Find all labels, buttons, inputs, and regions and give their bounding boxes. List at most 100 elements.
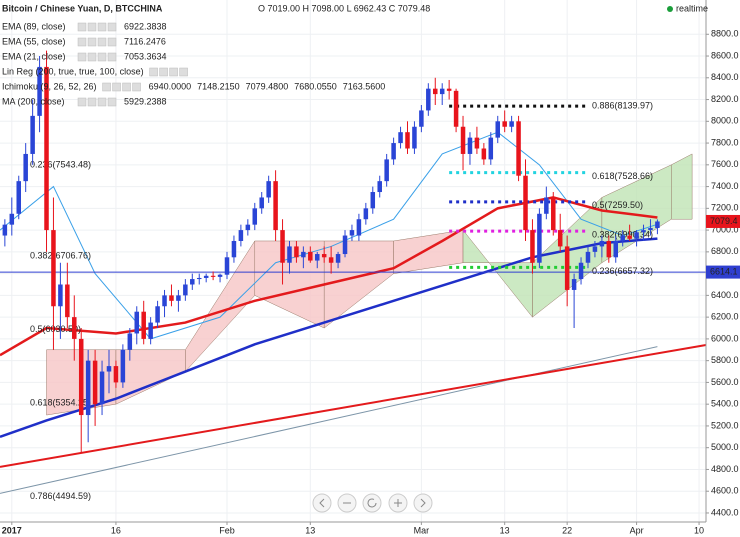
fib-label: 0.236(7543.48) xyxy=(30,159,91,169)
candle-body xyxy=(502,121,507,127)
candle-body xyxy=(190,279,195,285)
indicator-icon xyxy=(179,67,188,77)
y-tick-label: 8000.0 xyxy=(711,116,739,126)
candle-body xyxy=(439,88,445,95)
y-tick-label: 4400.0 xyxy=(711,507,739,517)
candle-body xyxy=(30,115,35,154)
indicator-line xyxy=(0,237,658,438)
candle-body xyxy=(516,121,521,176)
cloud-segment xyxy=(671,153,693,220)
y-tick-label: 5600.0 xyxy=(711,377,739,387)
candle-body xyxy=(155,306,160,323)
candle-body xyxy=(120,349,126,383)
candle-body xyxy=(273,181,278,231)
indicator-icon xyxy=(159,67,168,77)
candle-body xyxy=(106,366,112,372)
candle-body xyxy=(162,295,167,307)
fib-label: 0.618(7528.66) xyxy=(592,171,653,181)
candle-body xyxy=(141,311,146,339)
indicator-value: 7079.4800 xyxy=(246,81,289,91)
indicator-line xyxy=(0,346,658,494)
candle-body xyxy=(245,224,251,231)
candle-body xyxy=(363,208,369,220)
candle-body xyxy=(453,90,459,127)
candle-body xyxy=(176,295,181,301)
x-tick-label: 2017 xyxy=(2,525,22,535)
candle-body xyxy=(488,137,494,160)
candle-body xyxy=(557,230,563,247)
candle-body xyxy=(231,240,237,258)
indicator-label: EMA (55, close) xyxy=(2,36,66,46)
y-tick-label: 7200.0 xyxy=(711,203,739,213)
indicator-value: 6940.0000 xyxy=(149,81,192,91)
candle-body xyxy=(58,284,63,307)
candle-body xyxy=(627,235,632,239)
candle-body xyxy=(328,257,334,263)
symbol: Bitcoin / Chinese Yuan, D, BTCCHINA xyxy=(2,3,163,13)
price-label-box xyxy=(706,214,740,228)
icon xyxy=(420,498,426,508)
candle-body xyxy=(169,295,174,301)
y-tick-label: 5000.0 xyxy=(711,442,739,452)
candle-body xyxy=(99,371,105,405)
icon xyxy=(319,498,325,508)
fib-label: 0.382(6706.76) xyxy=(30,250,91,260)
icon xyxy=(367,498,377,508)
scroll-right[interactable] xyxy=(413,493,433,513)
candle-body xyxy=(16,181,21,214)
candle-body xyxy=(641,230,646,233)
candle-body xyxy=(391,143,396,160)
candle-body xyxy=(210,275,216,277)
candle-body xyxy=(599,240,605,247)
indicator-label: MA (200, close) xyxy=(2,96,65,106)
indicator-value: 6922.3838 xyxy=(124,21,167,31)
fib-label: 0.786(4494.59) xyxy=(30,491,91,501)
candle-body xyxy=(530,230,535,263)
candle-body xyxy=(252,208,258,225)
indicator-icon xyxy=(112,82,121,92)
candle-body xyxy=(523,175,528,231)
reset[interactable] xyxy=(362,493,382,513)
candle-body xyxy=(280,230,285,263)
candle-body xyxy=(585,251,591,263)
candle-body xyxy=(356,219,362,236)
indicator-icon xyxy=(97,52,107,62)
y-tick-label: 4800.0 xyxy=(711,464,739,474)
candle-body xyxy=(349,230,355,236)
y-tick-label: 6200.0 xyxy=(711,312,739,322)
candle-body xyxy=(509,121,514,127)
fib-label: 0.5(6030.50) xyxy=(30,324,81,334)
indicator-icon xyxy=(169,67,178,77)
y-tick-label: 8400.0 xyxy=(711,72,739,82)
indicator-value: 7680.0550 xyxy=(294,81,337,91)
candle-body xyxy=(266,181,271,198)
candle-body xyxy=(433,88,438,95)
x-tick-label: 16 xyxy=(111,525,121,535)
indicator-label: Ichimoku (9, 26, 52, 26) xyxy=(2,81,97,91)
y-tick-label: 7600.0 xyxy=(711,159,739,169)
status-dot xyxy=(667,6,673,12)
scroll-left[interactable] xyxy=(312,493,332,513)
candle-body xyxy=(495,121,500,138)
x-tick-label: 13 xyxy=(500,525,510,535)
candle-body xyxy=(65,284,70,318)
candle-body xyxy=(72,317,77,339)
candle-body xyxy=(9,213,15,225)
x-tick-label: Mar xyxy=(414,525,430,535)
indicator-icon xyxy=(77,52,87,62)
candle-body xyxy=(203,275,209,278)
candle-body xyxy=(335,254,341,263)
candle-body xyxy=(196,277,202,280)
candle-body xyxy=(85,360,91,416)
candle-body xyxy=(578,262,584,280)
x-tick-label: 13 xyxy=(305,525,315,535)
candle-body xyxy=(224,257,230,275)
y-tick-label: 6800.0 xyxy=(711,246,739,256)
indicator-icon xyxy=(87,37,97,47)
candle-body xyxy=(148,322,153,339)
indicator-icon xyxy=(132,82,141,92)
indicator-line xyxy=(0,196,658,357)
y-tick-label: 6400.0 xyxy=(711,290,739,300)
candle-body xyxy=(37,66,42,116)
